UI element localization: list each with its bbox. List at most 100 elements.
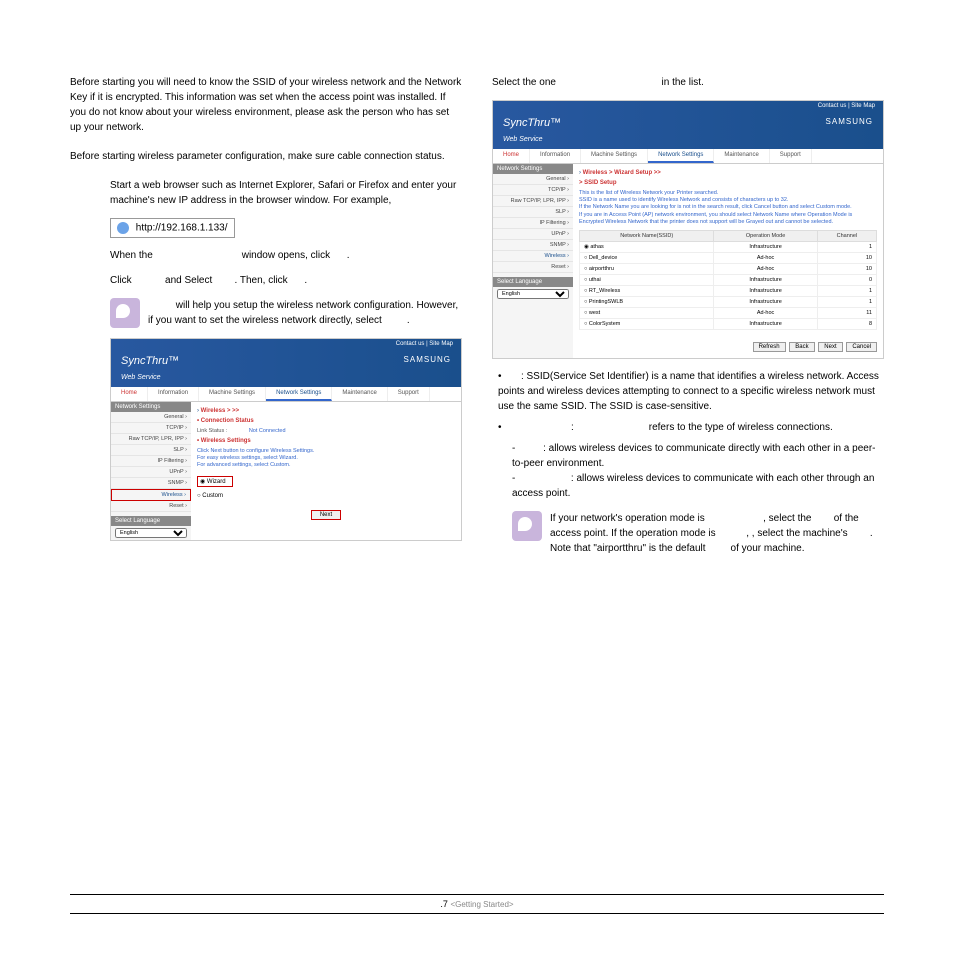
back-button[interactable]: Back (789, 342, 814, 352)
tab-maintenance[interactable]: Maintenance (332, 387, 387, 401)
syncthru-logo: SyncThru™Web Service (121, 355, 179, 379)
bullet-ssid: : SSID(Service Set Identifier) is a name… (498, 369, 884, 414)
radio-wizard[interactable]: ◉ Wizard (197, 476, 233, 487)
breadcrumb: › Wireless > Wizard Setup >> (579, 170, 877, 176)
note-icon (110, 298, 140, 328)
sidebar-item[interactable]: SNMP › (111, 478, 191, 489)
ss2-header: SAMSUNG SyncThru™Web Service (493, 111, 883, 149)
language-select[interactable]: English (497, 289, 569, 299)
table-row[interactable]: ◉ athasInfrastructure1 (580, 241, 877, 252)
sidebar-item[interactable]: Reset › (111, 501, 191, 512)
sidebar-item[interactable]: General › (111, 412, 191, 423)
note-1-text: will help you setup the wireless network… (148, 298, 462, 328)
step-1: Start a web browser such as Internet Exp… (110, 178, 462, 208)
footer-section: <Getting Started> (450, 900, 513, 909)
tab-information[interactable]: Information (530, 149, 581, 163)
sidebar-item[interactable]: SLP › (493, 207, 573, 218)
ss1-topbar: Contact us | Site Map (111, 339, 461, 349)
step-3: Click and Select . Then, click . (110, 273, 462, 288)
tab-support[interactable]: Support (388, 387, 430, 401)
sidebar-item[interactable]: TCP/IP › (111, 423, 191, 434)
th-mode: Operation Mode (714, 230, 817, 241)
sidebar-item[interactable]: Reset › (493, 262, 573, 273)
page-footer: .7 <Getting Started> (70, 894, 884, 914)
sidebar-item[interactable]: General › (493, 174, 573, 185)
sub-infra: : allows wireless devices to communicate… (512, 471, 884, 501)
tab-support[interactable]: Support (770, 149, 812, 163)
sidebar-item[interactable]: Raw TCP/IP, LPR, IPP › (111, 434, 191, 445)
tab-network-settings[interactable]: Network Settings (648, 149, 714, 163)
ssid-description: This is the list of Wireless Network you… (579, 190, 877, 226)
th-channel: Channel (817, 230, 876, 241)
bullet-opmode: : refers to the type of wireless connect… (498, 420, 884, 435)
tab-machine-settings[interactable]: Machine Settings (199, 387, 266, 401)
sidebar-item[interactable]: UPnP › (493, 229, 573, 240)
next-button[interactable]: Next (818, 342, 842, 352)
help-text: Click Next button to configure Wireless … (197, 448, 455, 469)
section-wireless-settings: • Wireless Settings (197, 438, 455, 444)
note-icon (512, 511, 542, 541)
ss1-tabs: Home Information Machine Settings Networ… (111, 387, 461, 402)
sidebar-header: Network Settings (493, 164, 573, 174)
th-ssid: Network Name(SSID) (580, 230, 714, 241)
samsung-logo: SAMSUNG (826, 117, 873, 126)
sidebar-item-wireless[interactable]: Wireless › (493, 251, 573, 262)
tab-home[interactable]: Home (111, 387, 148, 401)
table-row[interactable]: ○ uthaiInfrastructure0 (580, 274, 877, 285)
note-2-text: If your network's operation mode is , se… (550, 511, 884, 556)
sidebar-select-language: Select Language (111, 516, 191, 526)
sidebar-item-wireless[interactable]: Wireless › (111, 489, 191, 501)
syncthru-logo: SyncThru™Web Service (503, 117, 561, 141)
page-number: .7 (440, 899, 448, 909)
right-heading: Select the one in the list. (492, 75, 884, 90)
screenshot-1: Contact us | Site Map SAMSUNG SyncThru™W… (110, 338, 462, 541)
button-row: Refresh Back Next Cancel (579, 334, 877, 352)
ie-icon (117, 222, 129, 234)
ss2-tabs: Home Information Machine Settings Networ… (493, 149, 883, 164)
intro-para-2: Before starting wireless parameter confi… (70, 149, 462, 164)
sidebar-item[interactable]: Raw TCP/IP, LPR, IPP › (493, 196, 573, 207)
tab-maintenance[interactable]: Maintenance (714, 149, 769, 163)
step-2: When the window opens, click . (110, 248, 462, 263)
ss2-sidebar: Network Settings General › TCP/IP › Raw … (493, 164, 573, 358)
ss1-header: SAMSUNG SyncThru™Web Service (111, 349, 461, 387)
note-2: If your network's operation mode is , se… (512, 511, 884, 556)
section-ssid-setup: > SSID Setup (579, 180, 877, 186)
sidebar-item[interactable]: SNMP › (493, 240, 573, 251)
table-row[interactable]: ○ Dell_deviceAd-hoc10 (580, 252, 877, 263)
table-row[interactable]: ○ ColorSystemInfrastructure8 (580, 318, 877, 329)
table-row[interactable]: ○ PrintingSWLBInfrastructure1 (580, 296, 877, 307)
table-row[interactable]: ○ RT_WirelessInfrastructure1 (580, 285, 877, 296)
radio-custom[interactable]: ○ Custom (197, 493, 455, 499)
tab-information[interactable]: Information (148, 387, 199, 401)
url-text: http://192.168.1.133/ (136, 223, 228, 234)
section-connection-status: • Connection Status (197, 418, 455, 424)
ss2-main: › Wireless > Wizard Setup >> > SSID Setu… (573, 164, 883, 358)
sidebar-select-language: Select Language (493, 277, 573, 287)
ssid-table: Network Name(SSID)Operation ModeChannel … (579, 230, 877, 330)
sidebar-item[interactable]: TCP/IP › (493, 185, 573, 196)
sidebar-item[interactable]: UPnP › (111, 467, 191, 478)
tab-home[interactable]: Home (493, 149, 530, 163)
table-row[interactable]: ○ airportthruAd-hoc10 (580, 263, 877, 274)
language-select[interactable]: English (115, 528, 187, 538)
screenshot-2: Contact us | Site Map SAMSUNG SyncThru™W… (492, 100, 884, 359)
sidebar-item[interactable]: IP Filtering › (111, 456, 191, 467)
sidebar-item[interactable]: SLP › (111, 445, 191, 456)
tab-network-settings[interactable]: Network Settings (266, 387, 332, 401)
cancel-button[interactable]: Cancel (846, 342, 877, 352)
refresh-button[interactable]: Refresh (753, 342, 786, 352)
samsung-logo: SAMSUNG (404, 355, 451, 364)
next-button[interactable]: Next (311, 510, 341, 520)
note-1: will help you setup the wireless network… (110, 298, 462, 328)
sub-adhoc: : allows wireless devices to communicate… (512, 441, 884, 471)
table-row[interactable]: ○ westAd-hoc11 (580, 307, 877, 318)
intro-para-1: Before starting you will need to know th… (70, 75, 462, 135)
tab-machine-settings[interactable]: Machine Settings (581, 149, 648, 163)
ss1-sidebar: Network Settings General › TCP/IP › Raw … (111, 402, 191, 540)
sidebar-item[interactable]: IP Filtering › (493, 218, 573, 229)
link-status: Link Status : Not Connected (197, 428, 455, 434)
breadcrumb: › Wireless > >> (197, 408, 455, 414)
url-box: http://192.168.1.133/ (110, 218, 235, 238)
ss1-main: › Wireless > >> • Connection Status Link… (191, 402, 461, 540)
